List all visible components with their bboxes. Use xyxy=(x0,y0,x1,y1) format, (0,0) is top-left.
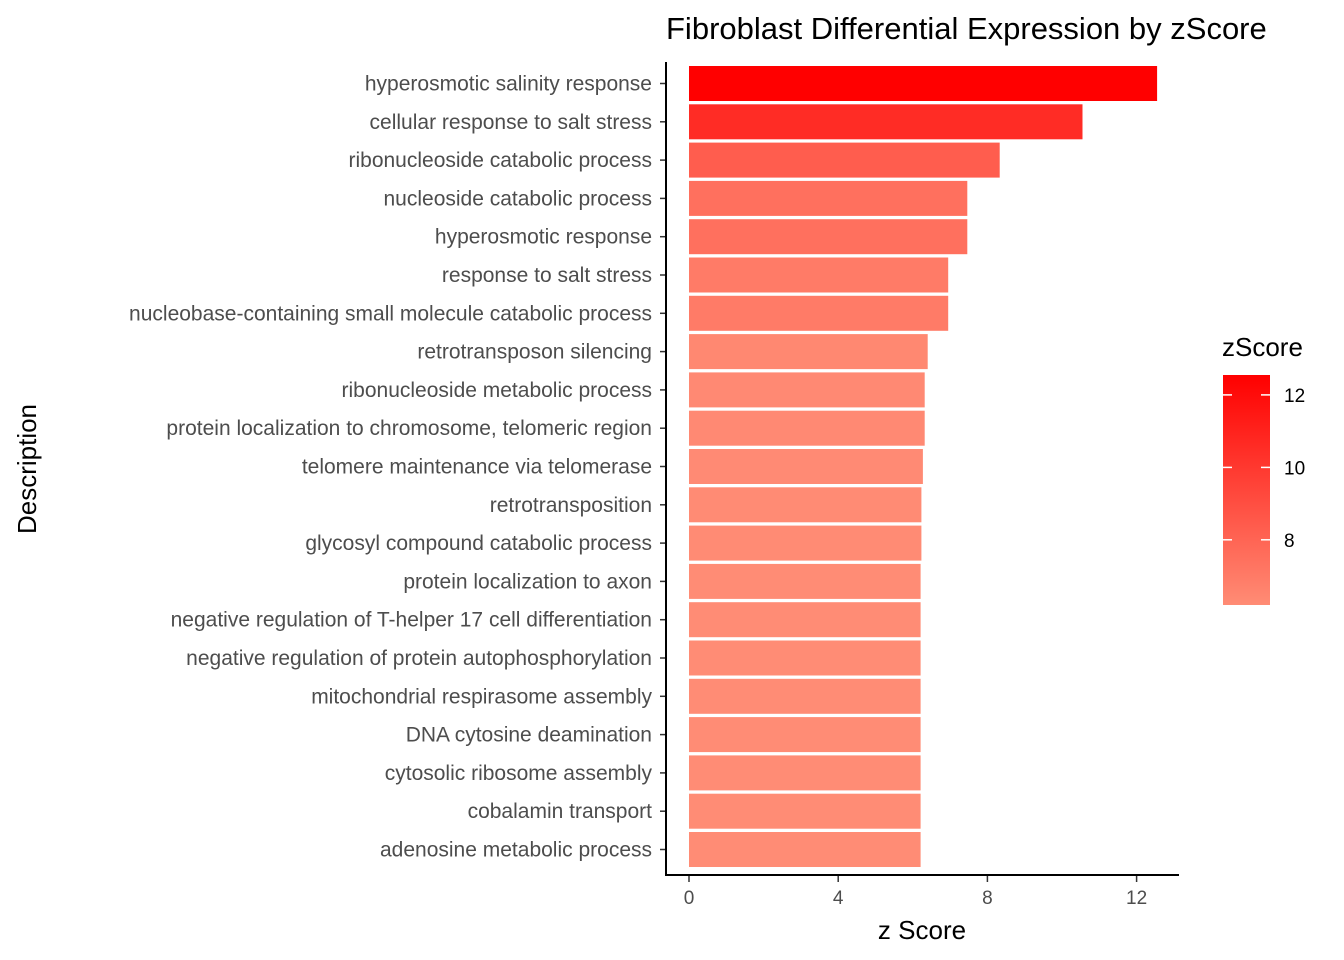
category-label: cytosolic ribosome assembly xyxy=(385,762,653,785)
bar xyxy=(689,449,923,484)
category-labels: hyperosmotic salinity response cellular r… xyxy=(129,73,666,862)
bar xyxy=(689,717,921,753)
bar xyxy=(689,295,949,331)
category-label: retrotransposon silencing xyxy=(417,341,652,364)
category-label: protein localization to axon xyxy=(403,570,652,593)
category-label: DNA cytosine deamination xyxy=(406,724,652,747)
category-label: adenosine metabolic process xyxy=(380,839,652,862)
category-label: nucleoside catabolic process xyxy=(384,187,653,210)
x-tick-label: 4 xyxy=(833,888,844,909)
legend-colorbar xyxy=(1223,375,1270,605)
category-label: protein localization to chromosome, telo… xyxy=(166,417,652,440)
category-label: telomere maintenance via telomerase xyxy=(302,456,652,479)
category-label: glycosyl compound catabolic process xyxy=(305,532,652,555)
category-label: cobalamin transport xyxy=(468,800,653,823)
bar xyxy=(689,793,921,829)
bar xyxy=(689,832,921,867)
category-label: nucleobase-containing small molecule cat… xyxy=(129,302,652,325)
bar xyxy=(689,66,1158,101)
legend-tick-label: 10 xyxy=(1284,458,1305,479)
y-axis-title: Description xyxy=(12,404,42,534)
bar xyxy=(689,104,1083,140)
category-label: hyperosmotic salinity response xyxy=(365,73,652,96)
category-label: negative regulation of T-helper 17 cell … xyxy=(171,609,652,632)
x-tick-label: 8 xyxy=(982,888,993,909)
category-label: retrotransposition xyxy=(490,494,652,517)
x-tick-label: 12 xyxy=(1126,888,1147,909)
legend-title: zScore xyxy=(1222,332,1303,362)
x-tick-label: 0 xyxy=(684,888,695,909)
legend-tick-label: 12 xyxy=(1284,386,1305,407)
category-label: ribonucleoside catabolic process xyxy=(348,149,652,172)
legend-tick-label: 8 xyxy=(1284,531,1295,552)
legend: zScore 8 10 12 xyxy=(1222,332,1305,605)
bar xyxy=(689,180,968,216)
category-label: cellular response to salt stress xyxy=(370,111,652,134)
bar xyxy=(689,678,921,714)
x-axis-title: z Score xyxy=(878,915,966,945)
category-label: ribonucleoside metabolic process xyxy=(342,379,653,402)
bar xyxy=(689,525,922,561)
bar xyxy=(689,563,921,599)
bar xyxy=(689,410,925,446)
category-label: response to salt stress xyxy=(442,264,652,287)
bar xyxy=(689,487,922,523)
chart-title: Fibroblast Differential Expression by zS… xyxy=(666,11,1267,46)
bar xyxy=(689,602,921,638)
bar xyxy=(689,640,921,676)
legend-ticks: 8 10 12 xyxy=(1223,386,1305,552)
bar xyxy=(689,219,968,255)
bar xyxy=(689,334,928,370)
category-label: hyperosmotic response xyxy=(435,226,652,249)
bars-group xyxy=(689,66,1158,867)
category-label: negative regulation of protein autophosp… xyxy=(186,647,652,670)
bar xyxy=(689,257,949,293)
bar xyxy=(689,142,1000,178)
bar xyxy=(689,755,921,791)
x-axis-ticks: 0 4 8 12 xyxy=(684,875,1147,909)
bar xyxy=(689,372,925,408)
category-label: mitochondrial respirasome assembly xyxy=(311,685,652,708)
